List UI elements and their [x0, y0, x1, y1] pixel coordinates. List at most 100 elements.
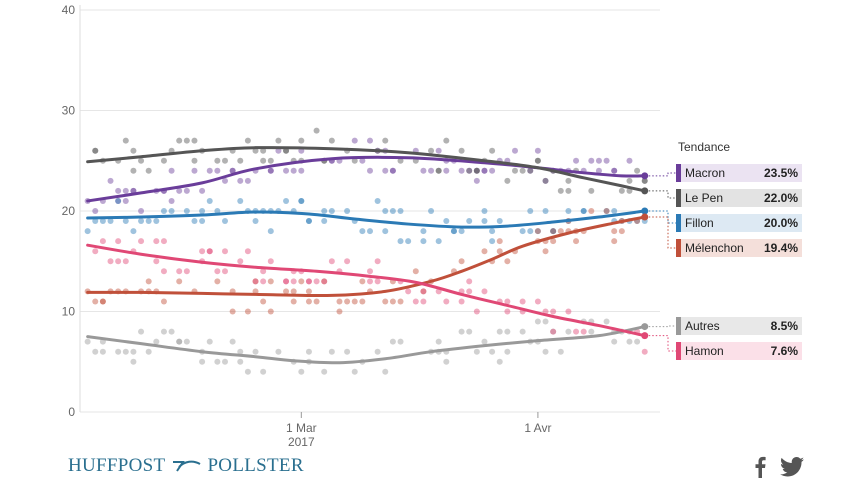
poll-dot — [481, 167, 488, 174]
poll-dot — [92, 218, 99, 225]
trend-end-dot — [641, 187, 649, 195]
poll-dot — [542, 318, 549, 325]
poll-dot — [573, 238, 580, 245]
legend-row-bg — [676, 239, 802, 257]
poll-dot — [244, 368, 251, 375]
pollster-swoosh-icon — [173, 460, 201, 472]
poll-dot — [145, 167, 152, 174]
trend-line-autres — [86, 325, 647, 365]
poll-dot — [351, 368, 358, 375]
poll-dot — [351, 137, 358, 144]
poll-dot — [534, 228, 541, 235]
poll-dot — [160, 208, 167, 214]
poll-dot — [466, 288, 473, 295]
poll-dot — [321, 218, 328, 225]
poll-dot — [252, 278, 259, 285]
poll-dot — [290, 288, 297, 295]
poll-dot — [565, 187, 572, 194]
trend-end-dot — [641, 323, 649, 331]
poll-dot — [99, 348, 106, 355]
poll-dot — [534, 298, 541, 305]
y-tick-label: 0 — [68, 405, 75, 419]
poll-dot — [138, 328, 145, 335]
poll-dot — [199, 187, 206, 194]
poll-dot — [420, 288, 427, 295]
poll-dot — [244, 137, 251, 144]
legend-swatch — [676, 189, 681, 207]
poll-dot — [267, 308, 274, 315]
poll-dot — [168, 328, 175, 335]
poll-dot — [222, 157, 228, 164]
poll-dot — [519, 167, 526, 174]
legend-series-value: 19.4% — [764, 241, 798, 255]
poll-dot — [305, 218, 312, 225]
poll-dot — [557, 187, 564, 194]
poll-dot — [214, 278, 221, 285]
poll-dot — [160, 157, 167, 164]
poll-dot — [267, 167, 274, 174]
twitter-icon[interactable] — [780, 457, 804, 477]
poll-dot — [92, 248, 99, 255]
poll-dot — [199, 208, 206, 214]
poll-dot — [603, 157, 610, 164]
poll-dot — [405, 238, 412, 245]
poll-dot — [542, 177, 549, 184]
poll-dot — [527, 167, 534, 174]
poll-dot — [565, 208, 572, 214]
poll-dot — [420, 167, 427, 174]
poll-dot — [107, 218, 114, 225]
poll-dot — [160, 298, 167, 305]
poll-dot — [237, 177, 244, 184]
poll-dot — [206, 248, 213, 255]
poll-dot — [534, 147, 541, 154]
poll-dot — [550, 328, 557, 335]
poll-dot — [527, 228, 534, 235]
legend-swatch — [676, 239, 681, 257]
y-tick-label: 40 — [62, 3, 76, 17]
poll-dot — [138, 238, 145, 245]
poll-dot — [504, 328, 511, 335]
poll-dot — [519, 328, 526, 335]
poll-dot — [107, 177, 114, 184]
poll-dot — [237, 197, 244, 204]
legend-connector — [648, 210, 676, 224]
poll-dot — [634, 167, 641, 174]
poll-dot — [206, 338, 213, 345]
poll-dot — [328, 208, 335, 214]
legend-series-value: 8.5% — [771, 319, 799, 333]
poll-dot — [466, 218, 473, 225]
poll-dot — [222, 177, 228, 184]
poll-dot — [603, 208, 610, 214]
poll-dot — [153, 338, 160, 345]
poll-dot — [359, 157, 366, 164]
poll-dot — [290, 167, 297, 174]
poll-dot — [283, 288, 290, 295]
poll-dot — [458, 298, 465, 305]
poll-dot — [145, 218, 152, 225]
poll-dot — [626, 177, 633, 184]
poll-dot — [435, 238, 442, 245]
poll-dot — [290, 278, 297, 285]
facebook-icon[interactable] — [754, 456, 766, 478]
poll-dot — [122, 218, 129, 225]
poll-dot — [183, 268, 190, 275]
poll-dot — [473, 348, 480, 355]
poll-dot — [92, 348, 99, 355]
legend-swatch — [676, 317, 681, 335]
huffpost-pollster-logo[interactable]: HUFFPOST POLLSTER — [68, 455, 304, 477]
legend-series-value: 23.5% — [764, 166, 798, 180]
poll-dot — [565, 308, 572, 315]
poll-dot — [130, 147, 137, 154]
poll-dot — [275, 137, 282, 144]
poll-dot — [237, 157, 244, 164]
poll-dot — [84, 228, 91, 235]
poll-dot — [481, 167, 488, 174]
poll-dot — [283, 278, 290, 285]
poll-dot — [420, 298, 427, 305]
poll-dot — [603, 208, 610, 214]
poll-dot — [99, 238, 106, 245]
poll-dot — [130, 358, 137, 365]
poll-dot — [420, 238, 427, 245]
poll-dot — [237, 358, 244, 365]
y-tick-label: 30 — [62, 104, 76, 118]
